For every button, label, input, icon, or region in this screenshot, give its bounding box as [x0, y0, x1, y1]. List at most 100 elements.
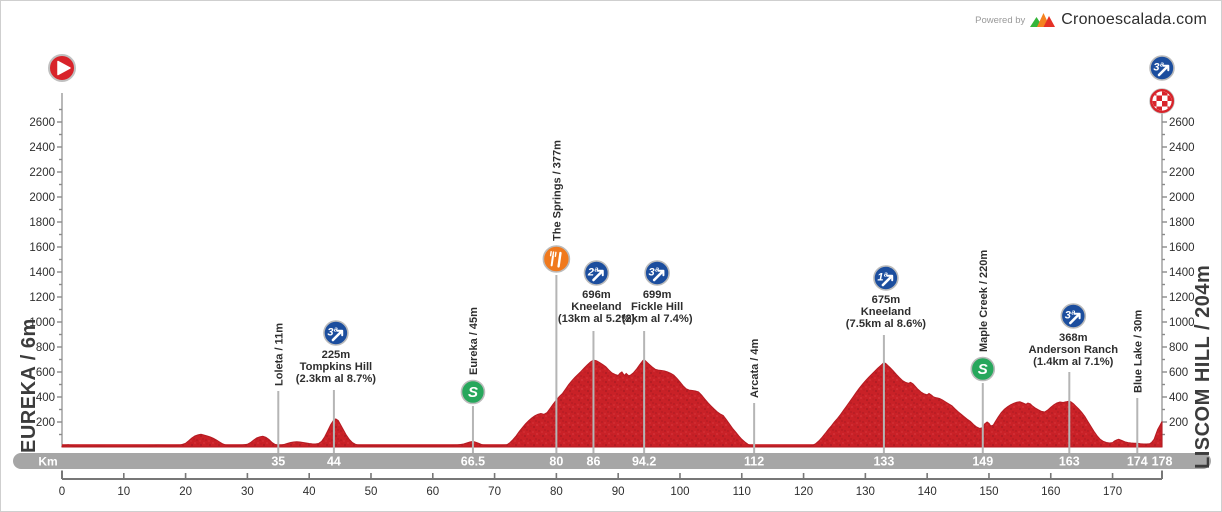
waypoint-label: Loleta / 11m	[273, 323, 285, 386]
climb-detail: (13km al 5.2%)	[558, 313, 635, 325]
km-bar	[13, 453, 1211, 469]
y-axis-tick-label: 1600	[1169, 242, 1195, 254]
climb-altitude: 675m	[872, 294, 901, 306]
y-axis-tick-label: 1200	[1169, 292, 1195, 304]
km-bar-value: 149	[972, 455, 993, 469]
x-axis-tick-label: 90	[612, 486, 625, 498]
x-axis-tick-label: 20	[179, 486, 192, 498]
x-axis-tick-label: 130	[856, 486, 875, 498]
x-axis-tick-label: 170	[1103, 486, 1122, 498]
x-axis-tick-label: 10	[117, 486, 130, 498]
x-axis-tick-label: 110	[733, 486, 751, 498]
cronoescalada-logo-icon	[1030, 13, 1056, 27]
x-axis-tick-label: 100	[670, 486, 689, 498]
start-location-title: EUREKA / 6m	[18, 318, 40, 453]
km-bar-value: 80	[549, 455, 563, 469]
finish-location-title: LISCOM HILL / 204m	[1192, 265, 1214, 469]
km-bar-value: 174	[1127, 455, 1148, 469]
climb-name: Tompkins Hill	[300, 361, 373, 373]
svg-text:3ª: 3ª	[649, 267, 660, 279]
svg-text:2ª: 2ª	[587, 267, 599, 279]
checkered-flag-icon	[1149, 88, 1175, 114]
category-1-climb-icon: 1ª	[873, 265, 899, 291]
climb-name: Kneeland	[571, 301, 622, 313]
km-bar-value: 163	[1059, 455, 1080, 469]
km-bar-value: 35	[271, 455, 285, 469]
y-axis-tick-label: 1800	[1169, 217, 1195, 229]
y-axis-tick-label: 600	[1169, 367, 1188, 379]
sprint-icon: S	[460, 379, 486, 405]
y-axis-tick-label: 1000	[29, 317, 55, 329]
climb-detail: (2.3km al 8.7%)	[296, 373, 376, 385]
x-axis-tick-label: 60	[426, 486, 439, 498]
svg-text:S: S	[468, 384, 478, 401]
climb-detail: (7.5km al 8.6%)	[846, 318, 926, 330]
y-axis-tick-label: 600	[36, 367, 55, 379]
svg-text:3ª: 3ª	[1065, 310, 1076, 322]
x-axis-tick-label: 50	[365, 486, 378, 498]
y-axis-tick-label: 1800	[29, 217, 55, 229]
km-bar-value: 86	[587, 455, 601, 469]
climb-altitude: 696m	[582, 289, 611, 301]
climb-altitude: 225m	[322, 349, 351, 361]
x-axis-tick-label: 70	[488, 486, 501, 498]
x-axis-tick-label: 30	[241, 486, 254, 498]
x-axis-tick-label: 40	[303, 486, 316, 498]
climb-altitude: 699m	[643, 289, 672, 301]
category-3-climb-icon: 3ª	[1060, 303, 1087, 329]
y-axis-tick-label: 2000	[1169, 192, 1195, 204]
climb-name: Kneeland	[861, 306, 912, 318]
category-2-climb-icon: 2ª	[583, 260, 610, 286]
svg-text:3ª: 3ª	[327, 327, 338, 339]
waypoint-label: Eureka / 45m	[468, 307, 480, 375]
y-axis-tick-label: 2400	[1169, 142, 1195, 154]
y-axis-tick-label: 400	[36, 392, 55, 404]
km-bar-value: 44	[327, 455, 341, 469]
sprint-icon: S	[970, 356, 996, 382]
y-axis-tick-label: 1600	[29, 242, 55, 254]
branding: Powered by Cronoescalada.com	[975, 11, 1207, 29]
climb-detail: (1.4km al 7.1%)	[1033, 356, 1113, 368]
y-axis-tick-label: 1400	[29, 267, 55, 279]
waypoint-label: The Springs / 377m	[551, 140, 563, 241]
climb-altitude: 368m	[1059, 332, 1088, 344]
feed-station-icon	[542, 245, 571, 273]
y-axis-tick-label: 2200	[29, 167, 55, 179]
y-axis-tick-label: 800	[1169, 342, 1188, 354]
km-bar-value: 178	[1152, 455, 1173, 469]
km-bar-label: Km	[38, 455, 57, 469]
svg-text:S: S	[978, 361, 988, 378]
brand-name[interactable]: Cronoescalada.com	[1061, 11, 1207, 28]
x-axis-tick-label: 140	[918, 486, 937, 498]
y-axis-tick-label: 2600	[29, 117, 55, 129]
y-axis-tick-label: 400	[1169, 392, 1188, 404]
category-3-climb-icon: 3ª	[323, 320, 349, 346]
elevation-profile-area	[61, 358, 1163, 448]
svg-text:3ª: 3ª	[1153, 62, 1164, 74]
km-bar-value: 66.5	[461, 455, 485, 469]
category-3-climb-icon: 3ª	[644, 260, 670, 286]
y-axis-tick-label: 800	[36, 342, 55, 354]
waypoint-label: Arcata / 4m	[749, 338, 761, 398]
y-axis-tick-label: 1000	[1169, 317, 1195, 329]
y-axis-tick-label: 1200	[29, 292, 55, 304]
climb-detail: (2km al 7.4%)	[622, 313, 693, 325]
y-axis-tick-label: 2000	[29, 192, 55, 204]
x-axis-tick-label: 150	[979, 486, 998, 498]
climb-name: Fickle Hill	[631, 301, 683, 313]
x-axis-tick-label: 80	[550, 486, 563, 498]
climb-name: Anderson Ranch	[1029, 344, 1119, 356]
x-axis-tick-label: 160	[1041, 486, 1060, 498]
y-axis-tick-label: 2400	[29, 142, 55, 154]
y-axis-tick-label: 200	[36, 417, 55, 429]
km-bar-value: 112	[744, 455, 764, 469]
start-icon	[48, 54, 76, 82]
svg-text:1ª: 1ª	[877, 272, 888, 284]
y-axis-tick-label: 200	[1169, 417, 1188, 429]
y-axis-tick-label: 2200	[1169, 167, 1195, 179]
x-axis-tick-label: 0	[59, 486, 65, 498]
y-axis-tick-label: 2600	[1169, 117, 1195, 129]
waypoint-label: Maple Creek / 220m	[978, 250, 990, 352]
